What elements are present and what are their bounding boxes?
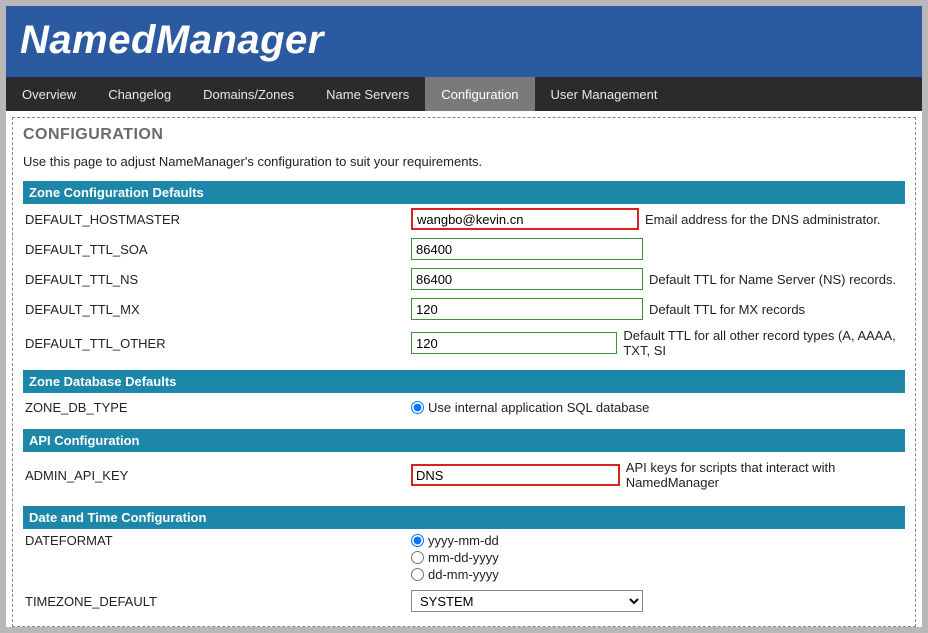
- label-default-ttl-ns: DEFAULT_TTL_NS: [23, 272, 411, 287]
- nav-name-servers[interactable]: Name Servers: [310, 77, 425, 111]
- label-default-ttl-soa: DEFAULT_TTL_SOA: [23, 242, 411, 257]
- label-default-ttl-mx: DEFAULT_TTL_MX: [23, 302, 411, 317]
- section-zone-defaults-title: Zone Configuration Defaults: [23, 181, 905, 204]
- nav-changelog[interactable]: Changelog: [92, 77, 187, 111]
- help-admin-api-key: API keys for scripts that interact with …: [626, 460, 905, 490]
- label-dateformat: DATEFORMAT: [23, 533, 411, 548]
- label-admin-api-key: ADMIN_API_KEY: [23, 468, 411, 483]
- label-default-hostmaster: DEFAULT_HOSTMASTER: [23, 212, 411, 227]
- label-zone-db-type: ZONE_DB_TYPE: [23, 400, 411, 415]
- row-default-ttl-soa: DEFAULT_TTL_SOA: [23, 234, 905, 264]
- row-default-ttl-mx: DEFAULT_TTL_MX Default TTL for MX record…: [23, 294, 905, 324]
- label-timezone-default: TIMEZONE_DEFAULT: [23, 594, 411, 609]
- nav-user-management[interactable]: User Management: [535, 77, 674, 111]
- page-description: Use this page to adjust NameManager's co…: [23, 154, 905, 169]
- radio-dateformat-dmy[interactable]: [411, 568, 424, 581]
- radio-zone-db-internal[interactable]: [411, 401, 424, 414]
- radio-label-dateformat-mdy: mm-dd-yyyy: [428, 550, 499, 565]
- input-default-ttl-ns[interactable]: [411, 268, 643, 290]
- help-default-ttl-ns: Default TTL for Name Server (NS) records…: [649, 272, 896, 287]
- help-default-ttl-mx: Default TTL for MX records: [649, 302, 805, 317]
- input-default-ttl-mx[interactable]: [411, 298, 643, 320]
- nav-configuration[interactable]: Configuration: [425, 77, 534, 111]
- row-timezone-default: TIMEZONE_DEFAULT SYSTEM: [23, 586, 905, 616]
- page-wrap: NamedManager Overview Changelog Domains/…: [6, 6, 922, 627]
- row-dateformat: DATEFORMAT yyyy-mm-dd mm-dd-yyyy dd-mm-y…: [23, 529, 905, 586]
- content-area: CONFIGURATION Use this page to adjust Na…: [12, 117, 916, 627]
- header-bar: NamedManager: [6, 6, 922, 77]
- row-default-ttl-ns: DEFAULT_TTL_NS Default TTL for Name Serv…: [23, 264, 905, 294]
- nav-domains-zones[interactable]: Domains/Zones: [187, 77, 310, 111]
- row-default-hostmaster: DEFAULT_HOSTMASTER Email address for the…: [23, 204, 905, 234]
- radio-dateformat-ymd[interactable]: [411, 534, 424, 547]
- radio-label-dateformat-ymd: yyyy-mm-dd: [428, 533, 499, 548]
- row-admin-api-key: ADMIN_API_KEY API keys for scripts that …: [23, 452, 905, 498]
- section-api-title: API Configuration: [23, 429, 905, 452]
- input-default-ttl-other[interactable]: [411, 332, 617, 354]
- section-zone-db-title: Zone Database Defaults: [23, 370, 905, 393]
- select-timezone-default[interactable]: SYSTEM: [411, 590, 643, 612]
- label-default-ttl-other: DEFAULT_TTL_OTHER: [23, 336, 411, 351]
- app-title: NamedManager: [20, 18, 908, 63]
- radio-group-dateformat: yyyy-mm-dd mm-dd-yyyy dd-mm-yyyy: [411, 533, 499, 582]
- row-default-ttl-other: DEFAULT_TTL_OTHER Default TTL for all ot…: [23, 324, 905, 362]
- nav-bar: Overview Changelog Domains/Zones Name Se…: [6, 77, 922, 111]
- radio-label-zone-db-internal: Use internal application SQL database: [428, 400, 649, 415]
- help-default-ttl-other: Default TTL for all other record types (…: [623, 328, 905, 358]
- input-default-hostmaster[interactable]: [411, 208, 639, 230]
- radio-dateformat-mdy[interactable]: [411, 551, 424, 564]
- input-default-ttl-soa[interactable]: [411, 238, 643, 260]
- help-default-hostmaster: Email address for the DNS administrator.: [645, 212, 881, 227]
- section-datetime-title: Date and Time Configuration: [23, 506, 905, 529]
- nav-overview[interactable]: Overview: [6, 77, 92, 111]
- row-zone-db-type: ZONE_DB_TYPE Use internal application SQ…: [23, 393, 905, 421]
- page-heading: CONFIGURATION: [23, 126, 905, 144]
- input-admin-api-key[interactable]: [411, 464, 620, 486]
- radio-label-dateformat-dmy: dd-mm-yyyy: [428, 567, 499, 582]
